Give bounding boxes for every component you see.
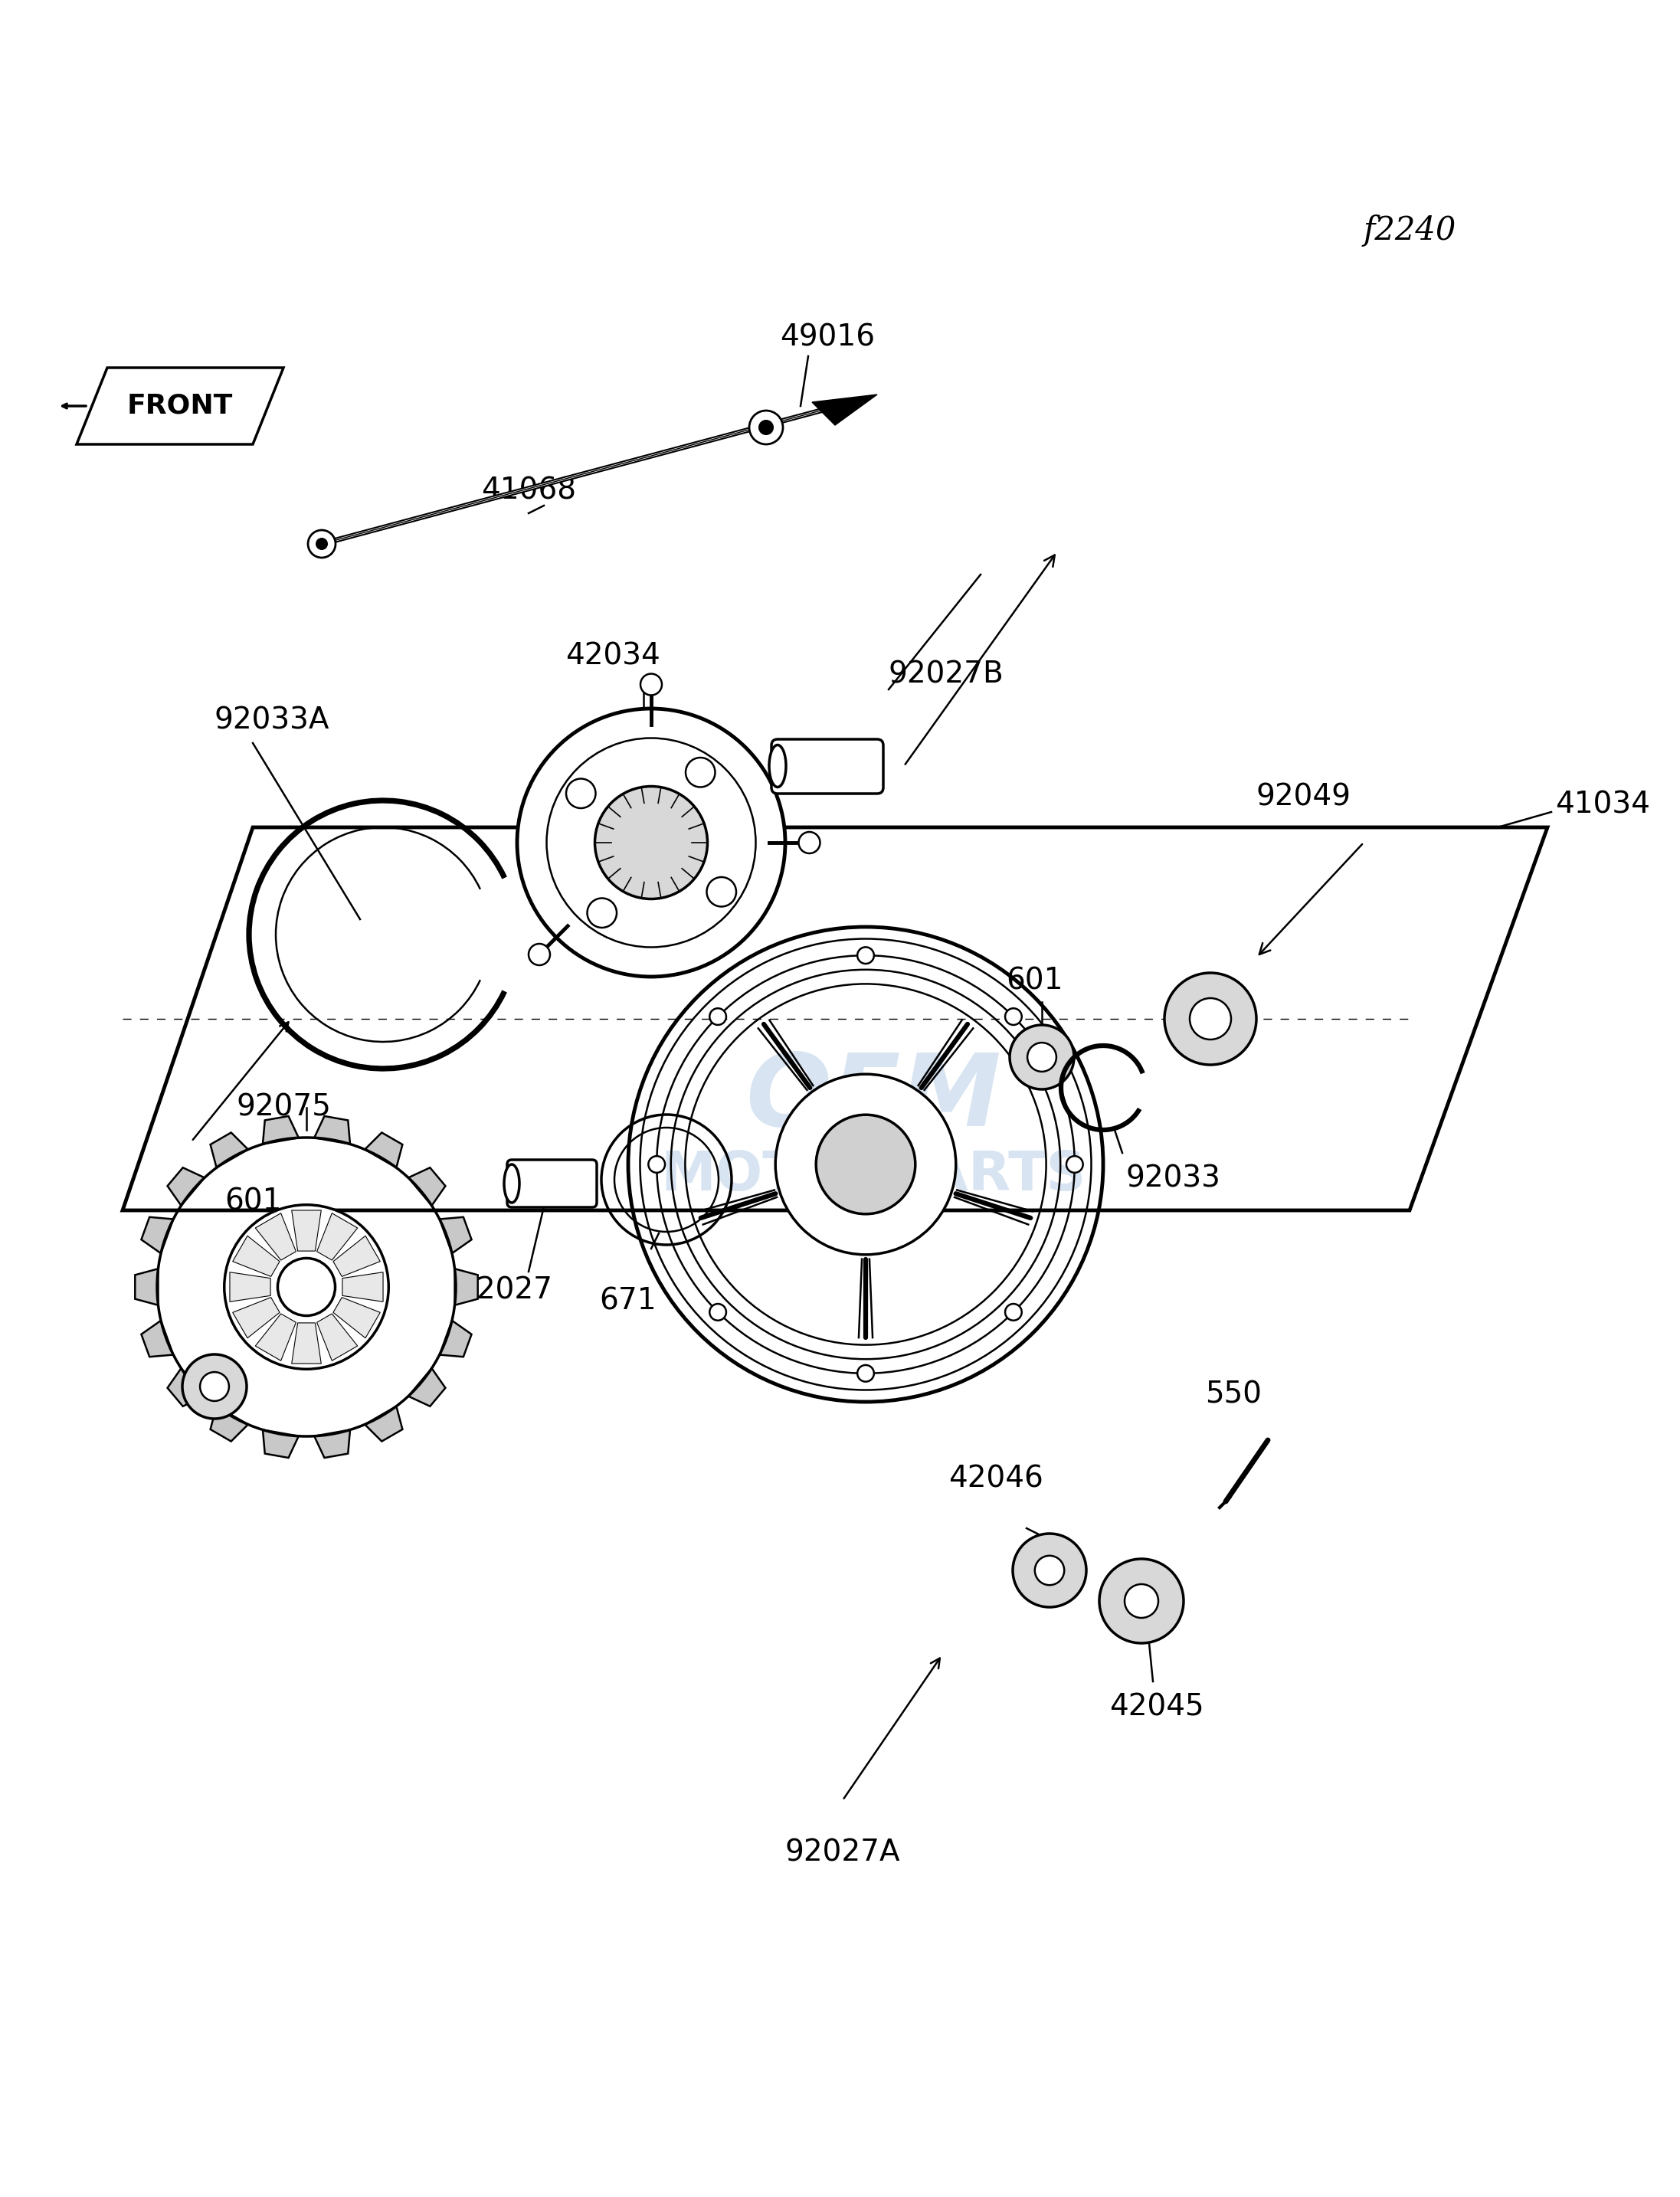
Circle shape <box>595 787 707 899</box>
Polygon shape <box>333 1237 380 1276</box>
Polygon shape <box>314 1430 349 1459</box>
Text: 92033A: 92033A <box>215 705 329 734</box>
Circle shape <box>566 778 596 808</box>
Polygon shape <box>292 1211 321 1250</box>
Polygon shape <box>230 1272 270 1301</box>
Text: 42045: 42045 <box>1109 1694 1205 1722</box>
Circle shape <box>640 674 662 694</box>
Polygon shape <box>455 1268 477 1305</box>
Circle shape <box>685 758 716 787</box>
Text: 92049: 92049 <box>1257 782 1351 813</box>
Polygon shape <box>141 1320 173 1358</box>
Circle shape <box>749 411 783 444</box>
Text: MOTORPARTS: MOTORPARTS <box>660 1149 1087 1202</box>
Circle shape <box>1028 1044 1057 1072</box>
Circle shape <box>277 1259 336 1316</box>
Text: 92027B: 92027B <box>889 659 1005 688</box>
Circle shape <box>1035 1555 1063 1584</box>
Polygon shape <box>210 1406 249 1441</box>
Polygon shape <box>314 1116 349 1145</box>
Circle shape <box>517 710 785 978</box>
Text: 92027A: 92027A <box>785 1839 900 1867</box>
Text: 49016: 49016 <box>780 323 875 352</box>
Circle shape <box>758 420 774 435</box>
Text: 601: 601 <box>1006 967 1063 995</box>
Polygon shape <box>333 1298 380 1338</box>
Circle shape <box>648 1156 665 1173</box>
Polygon shape <box>255 1213 296 1261</box>
Circle shape <box>1124 1584 1158 1617</box>
Polygon shape <box>232 1237 279 1276</box>
Text: 671: 671 <box>600 1287 657 1316</box>
Polygon shape <box>141 1217 173 1252</box>
Circle shape <box>709 1008 726 1026</box>
Text: 92075: 92075 <box>235 1092 331 1123</box>
Polygon shape <box>318 1213 358 1261</box>
Polygon shape <box>408 1167 445 1206</box>
Polygon shape <box>134 1268 158 1305</box>
Polygon shape <box>262 1430 299 1459</box>
Text: FRONT: FRONT <box>128 393 234 420</box>
Circle shape <box>1013 1534 1087 1608</box>
Polygon shape <box>168 1369 205 1406</box>
Polygon shape <box>292 1323 321 1364</box>
Circle shape <box>200 1373 228 1402</box>
FancyBboxPatch shape <box>507 1160 596 1208</box>
Polygon shape <box>811 395 877 426</box>
Polygon shape <box>408 1369 445 1406</box>
Circle shape <box>709 1303 726 1320</box>
Ellipse shape <box>769 745 786 787</box>
Polygon shape <box>318 1314 358 1360</box>
Circle shape <box>1189 997 1231 1039</box>
Polygon shape <box>255 1314 296 1360</box>
Text: 601: 601 <box>223 1186 281 1217</box>
Circle shape <box>223 1204 388 1369</box>
Polygon shape <box>440 1217 472 1252</box>
Circle shape <box>1010 1026 1074 1090</box>
Text: 550: 550 <box>1205 1380 1262 1410</box>
Circle shape <box>307 529 336 558</box>
Text: 41068: 41068 <box>480 477 576 505</box>
Circle shape <box>183 1353 247 1419</box>
Polygon shape <box>168 1167 205 1206</box>
Circle shape <box>776 1074 956 1254</box>
FancyBboxPatch shape <box>771 738 884 793</box>
Circle shape <box>857 947 874 964</box>
Text: 92027: 92027 <box>459 1276 553 1305</box>
Polygon shape <box>210 1131 249 1167</box>
Ellipse shape <box>504 1164 519 1202</box>
Circle shape <box>1005 1303 1021 1320</box>
Text: 92033: 92033 <box>1126 1164 1221 1193</box>
Polygon shape <box>440 1320 472 1358</box>
Text: f2240: f2240 <box>1364 215 1457 246</box>
Circle shape <box>588 899 617 927</box>
Text: 42046: 42046 <box>949 1465 1043 1494</box>
Text: OEM: OEM <box>746 1050 1001 1147</box>
Text: 42034: 42034 <box>566 642 660 670</box>
Circle shape <box>1099 1560 1184 1643</box>
Polygon shape <box>365 1131 403 1167</box>
Circle shape <box>529 945 549 964</box>
Polygon shape <box>262 1116 299 1145</box>
Circle shape <box>857 1364 874 1382</box>
Circle shape <box>707 877 736 907</box>
Circle shape <box>316 538 328 549</box>
Circle shape <box>816 1114 916 1215</box>
Text: 41034: 41034 <box>1556 789 1650 819</box>
Circle shape <box>1067 1156 1084 1173</box>
Polygon shape <box>365 1406 403 1441</box>
Polygon shape <box>232 1298 279 1338</box>
Polygon shape <box>343 1272 383 1301</box>
Circle shape <box>1164 973 1257 1066</box>
Circle shape <box>1005 1008 1021 1026</box>
Circle shape <box>798 833 820 852</box>
